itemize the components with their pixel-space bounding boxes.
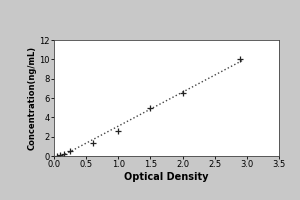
Point bbox=[61, 152, 66, 156]
Point bbox=[58, 153, 63, 157]
Point bbox=[116, 129, 121, 132]
Point bbox=[90, 142, 95, 145]
Point bbox=[148, 106, 153, 109]
Point bbox=[68, 150, 73, 153]
Point bbox=[238, 58, 243, 61]
Point bbox=[180, 92, 185, 95]
X-axis label: Optical Density: Optical Density bbox=[124, 172, 209, 182]
Y-axis label: Concentration(ng/mL): Concentration(ng/mL) bbox=[28, 46, 37, 150]
Point bbox=[55, 154, 60, 157]
